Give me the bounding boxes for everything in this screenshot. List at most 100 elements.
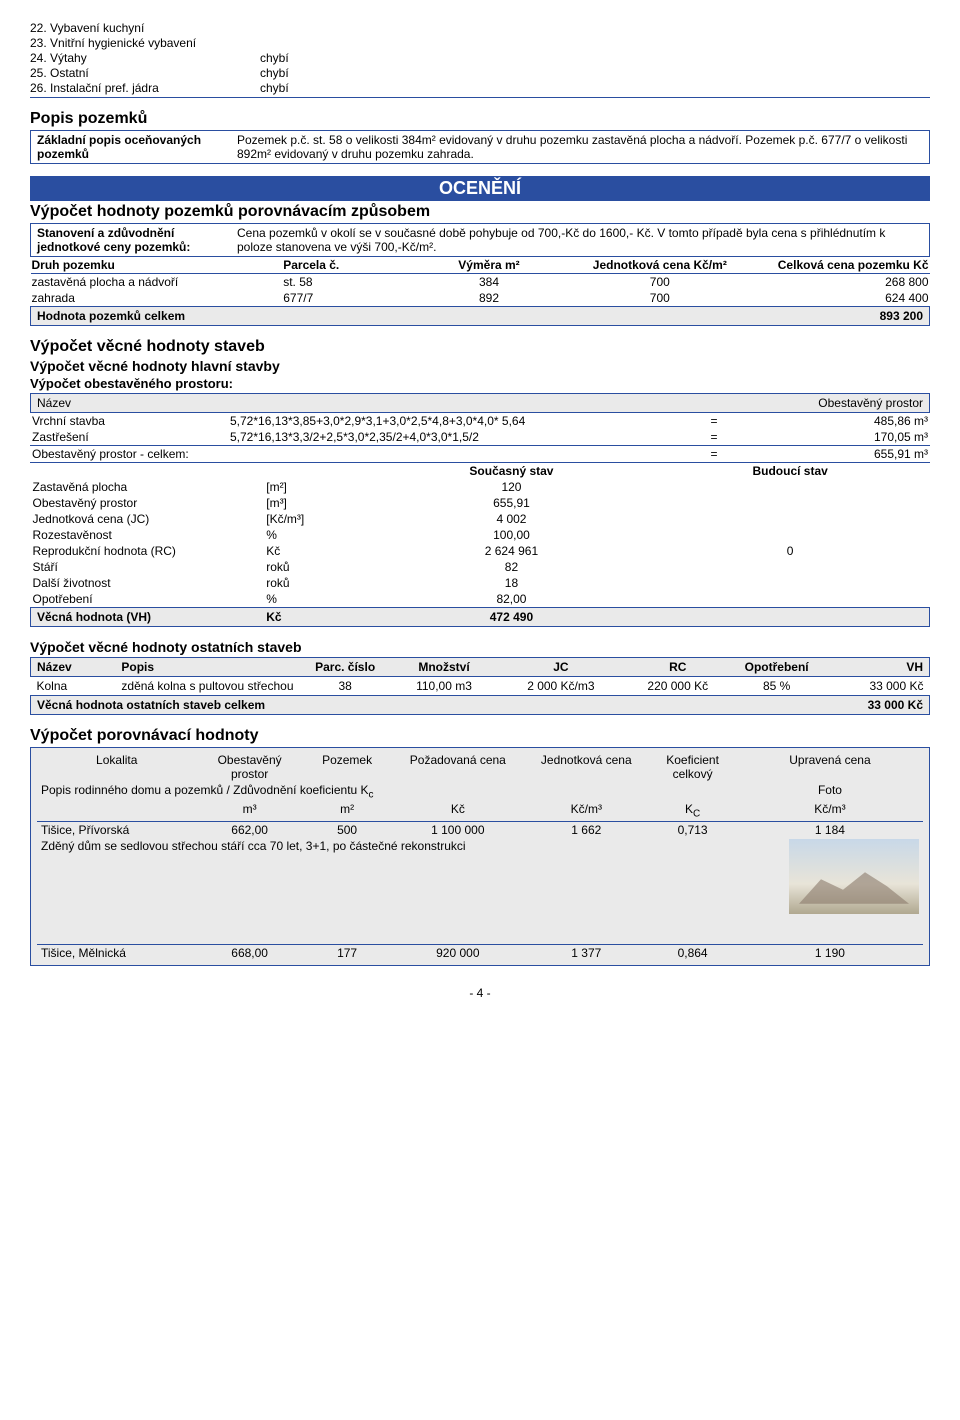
cell-lokalita: Tišice, Přívorská	[37, 821, 196, 838]
table-row: Rozestavěnost%100,00	[31, 527, 930, 543]
budouci-hdr: Budoucí stav	[651, 463, 930, 479]
unit-jedn: Kč/m³	[524, 801, 648, 821]
cell-popis: zděná kolna s pultovou střechou	[120, 677, 300, 696]
vh-row: Věcná hodnota (VH)Kč472 490	[31, 608, 930, 627]
table-row: Reprodukční hodnota (RC)Kč2 624 9610	[31, 543, 930, 559]
stanoveni-label: Stanovení a zdůvodnění jednotkové ceny p…	[37, 226, 237, 254]
vh-unit: Kč	[264, 608, 372, 627]
cell-eq: =	[696, 413, 732, 429]
col-vh: VH	[822, 658, 930, 677]
cell-val: 485,86 m³	[732, 413, 930, 429]
col-jednotka: Jednotková cena Kč/m²	[570, 257, 750, 274]
cell-pozad: 1 100 000	[391, 821, 524, 838]
cell-koef: 0,713	[648, 821, 737, 838]
cell-vymera: 892	[408, 290, 570, 307]
table-row: Stáříroků82	[31, 559, 930, 575]
foto-label: Foto	[737, 782, 923, 801]
celkem-val: 655,91 m³	[732, 446, 930, 463]
equip-label: Instalační pref. jádra	[50, 81, 159, 95]
stav-label: Zastavěná plocha	[31, 479, 265, 495]
cell-celkova: 624 400	[750, 290, 930, 307]
col-vymera: Výměra m²	[408, 257, 570, 274]
cell-parcela: 677/7	[282, 290, 408, 307]
porov-units: m³ m² Kč Kč/m³ KC Kč/m³	[37, 801, 923, 821]
equip-num: 24.	[30, 51, 47, 65]
pozemku-table: Druh pozemku Parcela č. Výměra m² Jednot…	[30, 257, 930, 326]
col-nazev: Název	[31, 658, 121, 677]
spacer	[37, 915, 923, 945]
total-val: 893 200	[750, 307, 930, 326]
cell-druh: zastavěná plocha a nádvoří	[31, 274, 283, 291]
stav-v1: 18	[372, 575, 651, 591]
popis-title: Popis pozemků	[30, 110, 930, 128]
cell-nazev: Kolna	[31, 677, 121, 696]
ostatni-table: Název Popis Parc. číslo Množství JC RC O…	[30, 657, 930, 715]
col-koef: Koeficient celkový	[648, 752, 737, 782]
col-popis: Popis	[120, 658, 300, 677]
porov-subheader: Popis rodinného domu a pozemků / Zdůvodn…	[37, 782, 923, 801]
total-row: Hodnota pozemků celkem 893 200	[31, 307, 930, 326]
table-row: Další životnostroků18	[31, 575, 930, 591]
cell-name: Vrchní stavba	[30, 413, 228, 429]
porov-title: Výpočet porovnávací hodnoty	[30, 727, 930, 745]
equip-label: Ostatní	[50, 66, 89, 80]
col-uprav: Upravená cena	[737, 752, 923, 782]
cell-desc: Zděný dům se sedlovou střechou stáří cca…	[37, 838, 737, 915]
stav-v2	[651, 527, 930, 543]
cell-expr: 5,72*16,13*3,3/2+2,5*3,0*2,35/2+4,0*3,0*…	[228, 429, 696, 446]
unit-c: C	[693, 809, 700, 820]
col-jedn: Jednotková cena	[524, 752, 648, 782]
porov-header-row: Lokalita Obestavěný prostor Pozemek Poža…	[37, 752, 923, 782]
stav-unit: [m³]	[264, 495, 372, 511]
stav-header: Současný stav Budoucí stav	[31, 463, 930, 479]
stav-unit: [Kč/m³]	[264, 511, 372, 527]
table-row: Kolna zděná kolna s pultovou střechou 38…	[31, 677, 930, 696]
table-header-row: Druh pozemku Parcela č. Výměra m² Jednot…	[31, 257, 930, 274]
page-number: - 4 -	[30, 986, 930, 1000]
vh-v1: 472 490	[372, 608, 651, 627]
ostatni-total-val: 33 000 Kč	[822, 696, 930, 715]
equip-val: chybí	[260, 81, 289, 95]
stav-label: Další životnost	[31, 575, 265, 591]
obest-label: Obestavěný prostor	[818, 396, 923, 410]
cell-mnoz: 110,00 m3	[390, 677, 498, 696]
stav-v2: 0	[651, 543, 930, 559]
ostatni-header-row: Název Popis Parc. číslo Množství JC RC O…	[31, 658, 930, 677]
cell-vymera: 384	[408, 274, 570, 291]
equipment-item: 24. Výtahy chybí	[30, 51, 930, 65]
cell-jedn: 1 662	[524, 821, 648, 838]
equipment-list: 22. Vybavení kuchyní 23. Vnitřní hygieni…	[30, 21, 930, 98]
stav-v1: 82	[372, 559, 651, 575]
ostatni-total-row: Věcná hodnota ostatních staveb celkem 33…	[31, 696, 930, 715]
equipment-item: 26. Instalační pref. jádra chybí	[30, 81, 930, 98]
stav-v2	[651, 591, 930, 608]
cell-jc: 2 000 Kč/m3	[498, 677, 624, 696]
porov-row: Tišice, Přívorská 662,00 500 1 100 000 1…	[37, 821, 923, 838]
table-row: Obestavěný prostor[m³]655,91	[31, 495, 930, 511]
stav-unit: %	[264, 591, 372, 608]
col-druh: Druh pozemku	[31, 257, 283, 274]
celkem-label: Obestavěný prostor - celkem:	[30, 446, 696, 463]
stav-unit: [m²]	[264, 479, 372, 495]
stav-v2	[651, 479, 930, 495]
cell-jedn: 1 377	[524, 945, 648, 962]
stav-unit: Kč	[264, 543, 372, 559]
subrow-c: c	[369, 789, 374, 800]
equipment-item: 25. Ostatní chybí	[30, 66, 930, 80]
cell-expr: 5,72*16,13*3,85+3,0*2,9*3,1+3,0*2,5*4,8+…	[228, 413, 696, 429]
popis-box: Základní popis oceňovaných pozemků Pozem…	[30, 130, 930, 164]
col-opot: Opotřebení	[732, 658, 822, 677]
unit-poz: m²	[303, 801, 392, 821]
stav-unit: %	[264, 527, 372, 543]
vh-v2	[651, 608, 930, 627]
vh-label: Věcná hodnota (VH)	[31, 608, 265, 627]
oceneni-title: Výpočet hodnoty pozemků porovnávacím způ…	[30, 203, 930, 221]
porov-row: Tišice, Mělnická 668,00 177 920 000 1 37…	[37, 945, 923, 962]
stav-v2	[651, 559, 930, 575]
stanoveni-text: Cena pozemků v okolí se v současné době …	[237, 226, 923, 254]
table-row: Vrchní stavba 5,72*16,13*3,85+3,0*2,9*3,…	[30, 413, 930, 429]
table-row: Zastřešení 5,72*16,13*3,3/2+2,5*3,0*2,35…	[30, 429, 930, 446]
unit-pozad: Kč	[391, 801, 524, 821]
nazev-label: Název	[37, 396, 818, 410]
stanoveni-box: Stanovení a zdůvodnění jednotkové ceny p…	[30, 223, 930, 257]
